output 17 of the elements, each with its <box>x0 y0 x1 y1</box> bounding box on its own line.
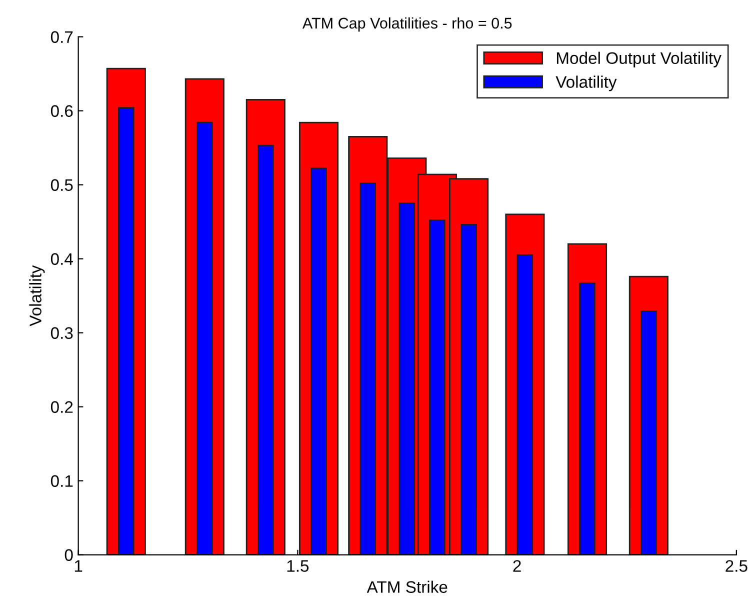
x-tick-label: 2.5 <box>726 560 748 572</box>
y-tick-label: 0.5 <box>50 179 73 191</box>
legend-label: Volatility <box>556 76 617 92</box>
chart-title: ATM Cap Volatilities - rho = 0.5 <box>302 17 512 32</box>
y-tick-label: 0.4 <box>50 253 73 265</box>
legend-label: Model Output Volatility <box>556 52 722 68</box>
y-tick-label: 0 <box>64 549 73 561</box>
x-tick-label: 1.5 <box>287 560 309 572</box>
y-tick-label: 0.2 <box>50 401 73 413</box>
x-axis-title: ATM Strike <box>366 580 448 593</box>
y-tick-label: 0.1 <box>50 475 73 487</box>
x-tick-label: 1 <box>74 560 82 572</box>
y-tick-label: 0.7 <box>50 31 73 43</box>
y-tick-label: 0.3 <box>50 327 73 339</box>
y-tick-label: 0.6 <box>50 105 73 117</box>
y-axis-title: Volatility <box>29 265 45 326</box>
x-tick-label: 2 <box>513 560 521 572</box>
